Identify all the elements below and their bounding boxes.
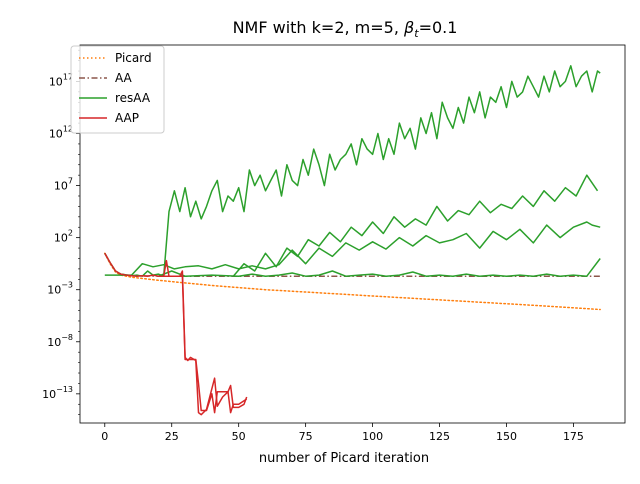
series-line-resaa xyxy=(104,221,601,276)
legend-label: AA xyxy=(115,71,133,85)
x-tick-label: 50 xyxy=(232,430,246,443)
plot-area xyxy=(79,44,626,424)
legend-label: resAA xyxy=(115,91,151,105)
chart-title: NMF with k=2, m=5, βt=0.1 xyxy=(233,18,458,40)
y-tick-label: 10−3 xyxy=(47,281,73,297)
legend-label: AAP xyxy=(115,111,139,125)
x-tick-label: 125 xyxy=(429,430,450,443)
y-axis: 10−13 10−8 10−3 102 107 1012 1017 xyxy=(42,49,80,415)
series-lines xyxy=(104,65,601,416)
legend-item-picard: Picard xyxy=(79,51,152,65)
y-tick-label: 10−8 xyxy=(47,333,73,349)
x-tick-label: 100 xyxy=(362,430,383,443)
x-tick-label: 25 xyxy=(165,430,179,443)
chart-title-subscript: t xyxy=(414,27,419,40)
y-tick-label: 10−13 xyxy=(42,385,73,401)
x-tick-label: 0 xyxy=(101,430,108,443)
y-tick-label: 107 xyxy=(54,177,73,193)
series-line-resaa xyxy=(104,65,601,277)
legend-item-aa: AA xyxy=(79,71,133,85)
legend: Picard AA resAA AAP xyxy=(70,45,165,134)
series-line-aap xyxy=(104,252,248,416)
x-tick-label: 175 xyxy=(563,430,584,443)
x-tick-label: 150 xyxy=(496,430,517,443)
x-axis-label: number of Picard iteration xyxy=(259,451,429,466)
legend-label: Picard xyxy=(115,51,152,65)
chart-title-beta: β xyxy=(403,18,414,37)
chart-title-tail: =0.1 xyxy=(419,18,458,37)
series-line-resaa xyxy=(232,174,599,277)
x-tick-label: 75 xyxy=(299,430,313,443)
legend-item-resaa: resAA xyxy=(79,91,151,105)
series-line-aa xyxy=(104,252,601,277)
chart-title-main: NMF with k=2, m=5, xyxy=(233,18,404,37)
legend-item-aap: AAP xyxy=(79,111,139,125)
plot-frame xyxy=(79,44,626,424)
legend-box xyxy=(70,45,165,134)
y-tick-label: 1012 xyxy=(49,125,73,141)
series-line-resaa xyxy=(158,258,601,277)
x-axis: 0 25 50 75 100 125 150 175 xyxy=(101,423,584,443)
series-line-aap xyxy=(163,275,248,414)
y-tick-label: 102 xyxy=(54,229,73,245)
series-line-picard xyxy=(104,252,601,311)
y-tick-label: 1017 xyxy=(49,72,73,88)
